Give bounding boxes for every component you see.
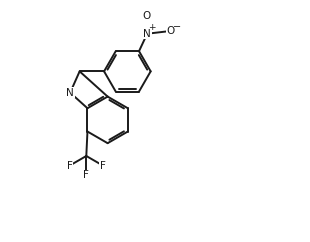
Text: O: O — [142, 11, 150, 21]
Text: F: F — [67, 160, 73, 171]
Text: N: N — [143, 29, 151, 39]
Text: +: + — [148, 23, 156, 32]
Text: F: F — [100, 160, 106, 171]
Text: F: F — [83, 170, 89, 180]
Text: O: O — [166, 26, 175, 36]
Text: N: N — [66, 88, 74, 98]
Text: −: − — [173, 22, 181, 32]
